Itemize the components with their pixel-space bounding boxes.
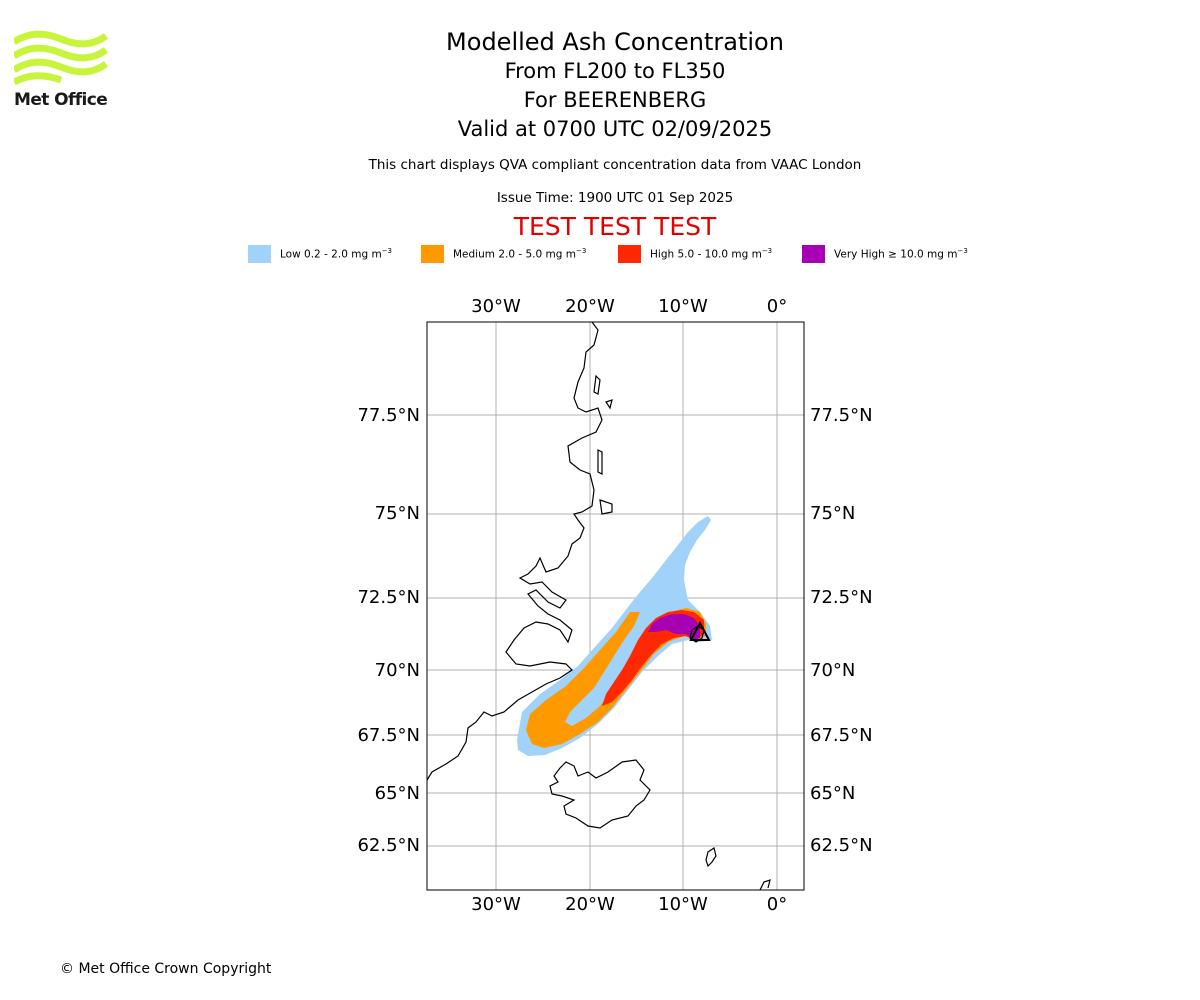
coastline-greenland-inlet: [597, 449, 603, 475]
lon-tick-bottom-0: 0°: [767, 894, 787, 915]
volcano-triangle-icon: [689, 620, 711, 641]
copyright-notice: © Met Office Crown Copyright: [60, 961, 272, 977]
ash-area-very-high: [648, 614, 700, 640]
map-gridlines: [427, 322, 804, 890]
lat-tick-left-70n: 70°N: [375, 660, 420, 681]
lat-tick-left-72-5n: 72.5°N: [357, 587, 420, 608]
volcano-name-title: For BEERENBERG: [523, 88, 707, 112]
met-office-logo-text: Met Office: [14, 90, 108, 110]
lat-tick-right-77-5n: 77.5°N: [810, 405, 873, 426]
concentration-legend: Low 0.2 - 2.0 mg m−3 Medium 2.0 - 5.0 mg…: [248, 244, 1008, 264]
legend-label-very-high: Very High ≥ 10.0 mg m: [834, 248, 958, 261]
lon-tick-top-20w: 20°W: [565, 296, 615, 317]
legend-label-high: High 5.0 - 10.0 mg m: [650, 248, 762, 261]
legend-item-medium: Medium 2.0 - 5.0 mg m−3: [421, 244, 586, 264]
legend-item-high: High 5.0 - 10.0 mg m−3: [618, 244, 772, 264]
ash-area-medium: [526, 608, 706, 748]
coastline-greenland-island: [593, 374, 601, 395]
lat-tick-left-65n: 65°N: [375, 783, 420, 804]
lat-tick-left-62-5n: 62.5°N: [357, 835, 420, 856]
lon-tick-top-10w: 10°W: [658, 296, 708, 317]
flight-level-range: From FL200 to FL350: [504, 59, 726, 83]
test-banner: TEST TEST TEST: [513, 212, 717, 241]
coastline-faroe-islands: [705, 847, 717, 868]
coastline-greenland: [427, 322, 603, 781]
legend-swatch-high: [618, 245, 641, 263]
lon-tick-top-30w: 30°W: [471, 296, 521, 317]
lat-tick-left-77-5n: 77.5°N: [357, 405, 420, 426]
issue-time: Issue Time: 1900 UTC 01 Sep 2025: [496, 190, 734, 206]
lat-tick-right-67-5n: 67.5°N: [810, 725, 873, 746]
map-frame: [426, 321, 805, 891]
legend-swatch-very-high: [802, 245, 825, 263]
lon-tick-bottom-10w: 10°W: [658, 894, 708, 915]
lon-tick-top-0: 0°: [767, 296, 787, 317]
chart-title: Modelled Ash Concentration: [446, 28, 784, 56]
coastline-jan-mayen: [689, 625, 705, 643]
lat-tick-right-70n: 70°N: [810, 660, 855, 681]
legend-swatch-low: [248, 245, 271, 263]
lat-tick-left-67-5n: 67.5°N: [357, 725, 420, 746]
legend-item-very-high: Very High ≥ 10.0 mg m−3: [802, 244, 968, 264]
legend-swatch-medium: [421, 245, 444, 263]
valid-time: Valid at 0700 UTC 02/09/2025: [457, 117, 773, 141]
met-office-waves-icon: [14, 30, 108, 86]
lon-tick-bottom-20w: 20°W: [565, 894, 615, 915]
coastline-greenland-fjord: [599, 499, 613, 515]
qva-compliance-note: This chart displays QVA compliant concen…: [368, 157, 862, 173]
lat-tick-right-62-5n: 62.5°N: [810, 835, 873, 856]
legend-exponent-medium: −3: [575, 247, 587, 256]
lon-tick-bottom-30w: 30°W: [471, 894, 521, 915]
coastline-greenland-island-2: [605, 399, 613, 410]
legend-label-low: Low 0.2 - 2.0 mg m: [280, 248, 382, 261]
lat-tick-right-75n: 75°N: [810, 503, 855, 524]
coastline-iceland: [549, 759, 651, 829]
ash-area-low: [517, 516, 712, 756]
legend-label-medium: Medium 2.0 - 5.0 mg m: [453, 248, 576, 261]
met-office-logo: Met Office: [14, 30, 108, 112]
lat-tick-right-72-5n: 72.5°N: [810, 587, 873, 608]
lat-tick-left-75n: 75°N: [375, 503, 420, 524]
coastlines: [427, 322, 771, 890]
legend-exponent-low: −3: [381, 247, 393, 256]
ash-area-high: [602, 610, 704, 706]
legend-exponent-high: −3: [761, 247, 773, 256]
lat-tick-right-65n: 65°N: [810, 783, 855, 804]
legend-item-low: Low 0.2 - 2.0 mg m−3: [248, 244, 392, 264]
coastline-norway: [759, 879, 771, 890]
legend-exponent-very-high: −3: [957, 247, 968, 256]
chart-titles: Modelled Ash Concentration From FL200 to…: [365, 28, 865, 144]
